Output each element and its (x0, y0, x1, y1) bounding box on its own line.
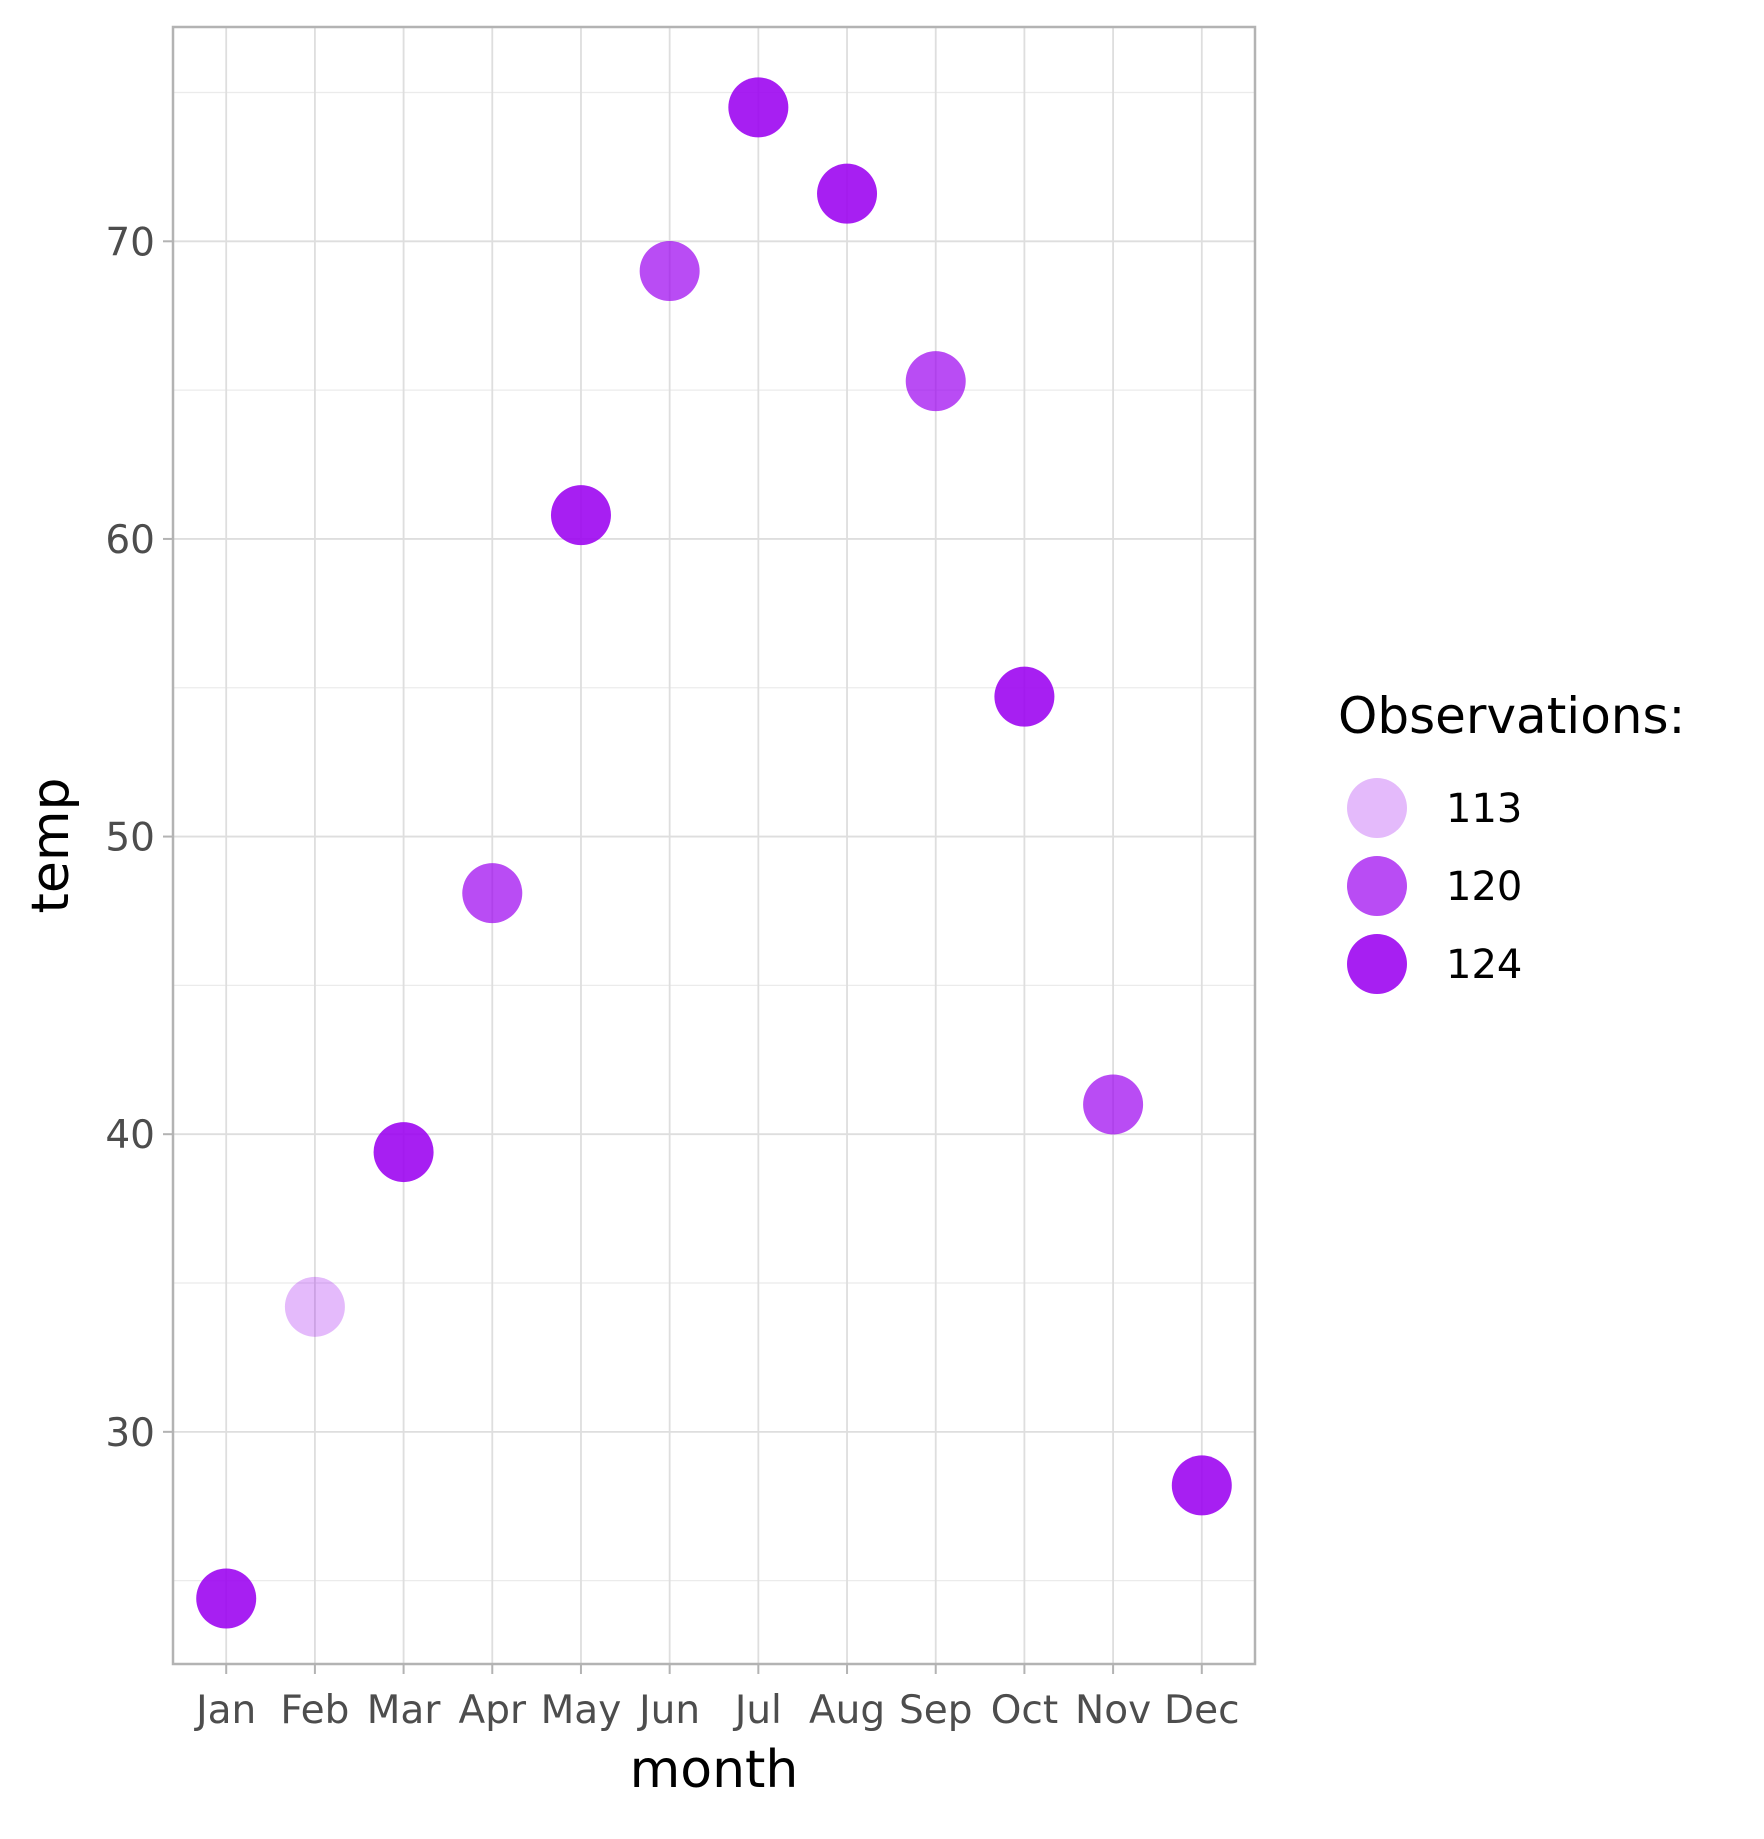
y-tick-label: 60 (105, 518, 155, 563)
legend-key-124 (1347, 934, 1407, 994)
data-point-mar (373, 1122, 434, 1183)
x-tick-label: Dec (1164, 1688, 1239, 1733)
y-tick-label: 40 (105, 1113, 155, 1158)
major-gridlines (173, 27, 1255, 1664)
x-tick-label: Nov (1075, 1688, 1151, 1733)
y-tick-label: 70 (105, 220, 155, 265)
x-tick-label: Mar (367, 1688, 442, 1733)
data-point-dec (1171, 1455, 1232, 1516)
data-point-sep (905, 351, 966, 412)
legend-label-113: 113 (1446, 786, 1522, 832)
x-tick-label: May (541, 1688, 622, 1733)
data-points (196, 77, 1232, 1629)
y-axis: 30 40 50 60 70 (105, 220, 173, 1456)
x-tick-label: Apr (459, 1688, 527, 1733)
data-point-aug (817, 163, 878, 224)
x-tick-label: Jan (193, 1688, 256, 1733)
x-tick-label: Sep (899, 1688, 973, 1733)
data-point-oct (994, 666, 1055, 727)
data-point-jun (639, 241, 700, 302)
x-axis: Jan Feb Mar Apr May Jun Jul Aug Sep Oct Nov Dec (193, 1664, 1240, 1733)
legend: Observations: 113 120 124 (1338, 687, 1685, 994)
y-tick-label: 30 (105, 1411, 155, 1456)
legend-label-120: 120 (1446, 864, 1522, 910)
y-tick-label: 50 (105, 816, 155, 861)
data-point-jan (196, 1568, 257, 1629)
y-axis-title: temp (21, 777, 81, 913)
minor-gridlines (173, 91, 1255, 1582)
data-point-feb (284, 1276, 345, 1337)
data-point-nov (1083, 1074, 1144, 1135)
x-tick-label: Jul (732, 1688, 782, 1733)
data-point-may (550, 485, 611, 546)
x-axis-title: month (630, 1740, 799, 1800)
x-tick-label: Aug (809, 1688, 885, 1733)
legend-key-113 (1347, 778, 1407, 838)
panel-border (171, 25, 1257, 1666)
data-point-apr (462, 863, 523, 924)
legend-key-120 (1347, 856, 1407, 916)
x-tick-label: Feb (280, 1688, 349, 1733)
legend-title: Observations: (1338, 687, 1685, 745)
legend-label-124: 124 (1446, 942, 1522, 988)
x-tick-label: Jun (636, 1688, 700, 1733)
data-point-jul (728, 77, 789, 138)
x-tick-label: Oct (991, 1688, 1058, 1733)
